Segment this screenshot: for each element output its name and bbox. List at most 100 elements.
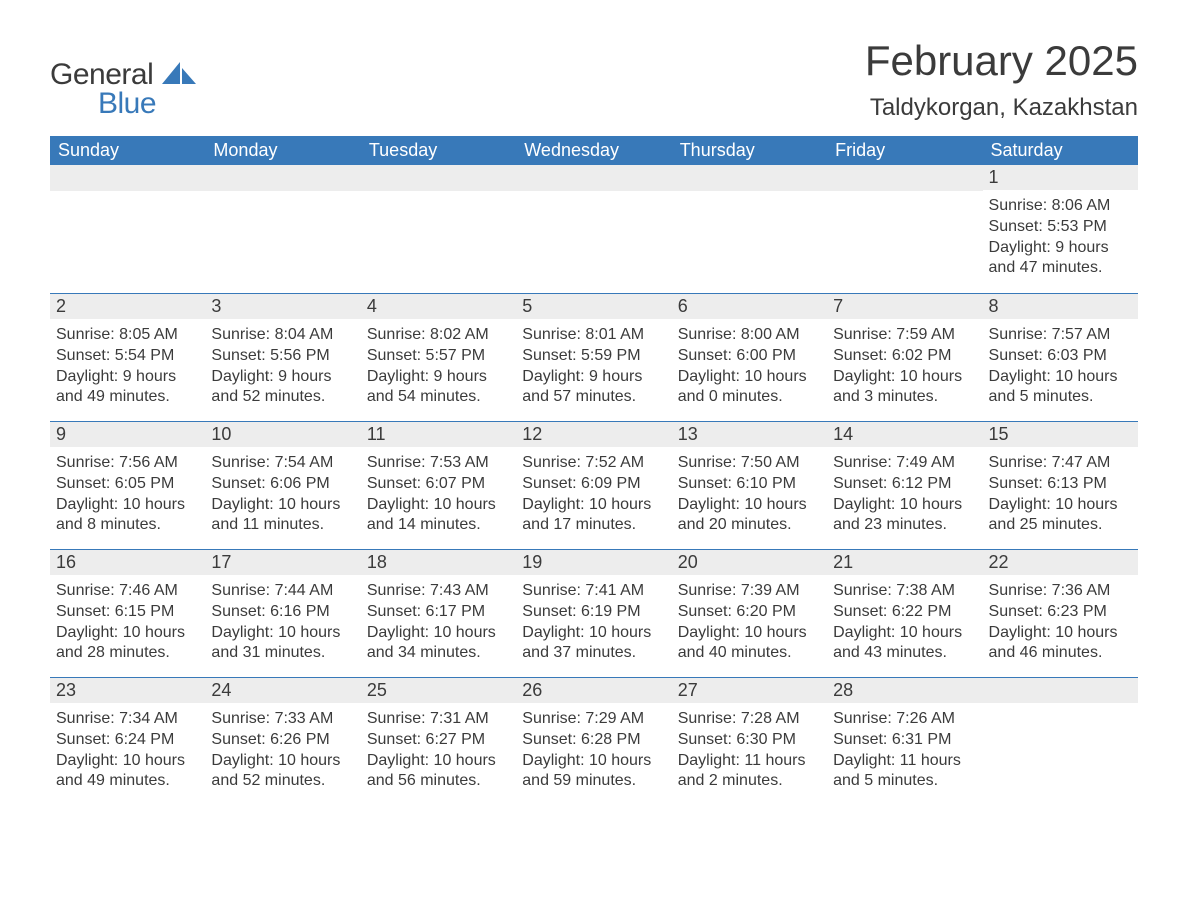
calendar-cell: 21Sunrise: 7:38 AMSunset: 6:22 PMDayligh… [827, 549, 982, 677]
day-number-bar: 18 [361, 549, 516, 575]
daylight-line: Daylight: 10 hours and 5 minutes. [989, 367, 1132, 409]
sunset-line: Sunset: 6:06 PM [211, 474, 354, 495]
sunrise-line: Sunrise: 7:49 AM [833, 453, 976, 474]
daylight-line: Daylight: 10 hours and 3 minutes. [833, 367, 976, 409]
daylight-line: Daylight: 10 hours and 52 minutes. [211, 751, 354, 793]
sunset-line: Sunset: 6:12 PM [833, 474, 976, 495]
daylight-line: Daylight: 10 hours and 34 minutes. [367, 623, 510, 665]
daylight-line: Daylight: 10 hours and 49 minutes. [56, 751, 199, 793]
sunset-line: Sunset: 6:15 PM [56, 602, 199, 623]
weekday-header: Monday [205, 136, 360, 165]
sunset-line: Sunset: 6:17 PM [367, 602, 510, 623]
sunset-line: Sunset: 6:27 PM [367, 730, 510, 751]
day-number-bar [516, 165, 671, 191]
day-details: Sunrise: 7:54 AMSunset: 6:06 PMDaylight:… [205, 447, 360, 540]
day-number-bar: 20 [672, 549, 827, 575]
daylight-line: Daylight: 11 hours and 5 minutes. [833, 751, 976, 793]
day-details: Sunrise: 7:52 AMSunset: 6:09 PMDaylight:… [516, 447, 671, 540]
calendar-week-row: 2Sunrise: 8:05 AMSunset: 5:54 PMDaylight… [50, 293, 1138, 421]
day-details: Sunrise: 7:44 AMSunset: 6:16 PMDaylight:… [205, 575, 360, 668]
day-details: Sunrise: 8:00 AMSunset: 6:00 PMDaylight:… [672, 319, 827, 412]
calendar-cell: 2Sunrise: 8:05 AMSunset: 5:54 PMDaylight… [50, 293, 205, 421]
calendar-cell: 1Sunrise: 8:06 AMSunset: 5:53 PMDaylight… [983, 165, 1138, 293]
calendar-cell [361, 165, 516, 293]
sunrise-line: Sunrise: 7:31 AM [367, 709, 510, 730]
day-details: Sunrise: 7:38 AMSunset: 6:22 PMDaylight:… [827, 575, 982, 668]
sunrise-line: Sunrise: 7:44 AM [211, 581, 354, 602]
day-number-bar: 25 [361, 677, 516, 703]
day-number-bar: 12 [516, 421, 671, 447]
header: General Blue February 2025 Taldykorgan, … [50, 40, 1138, 122]
day-details: Sunrise: 8:01 AMSunset: 5:59 PMDaylight:… [516, 319, 671, 412]
day-details: Sunrise: 7:31 AMSunset: 6:27 PMDaylight:… [361, 703, 516, 796]
sunrise-line: Sunrise: 8:05 AM [56, 325, 199, 346]
sunset-line: Sunset: 6:19 PM [522, 602, 665, 623]
calendar-cell: 14Sunrise: 7:49 AMSunset: 6:12 PMDayligh… [827, 421, 982, 549]
day-number-bar [672, 165, 827, 191]
weekday-header: Saturday [983, 136, 1138, 165]
daylight-line: Daylight: 10 hours and 11 minutes. [211, 495, 354, 537]
sunset-line: Sunset: 6:26 PM [211, 730, 354, 751]
day-details: Sunrise: 7:29 AMSunset: 6:28 PMDaylight:… [516, 703, 671, 796]
sunrise-line: Sunrise: 7:52 AM [522, 453, 665, 474]
calendar-cell [827, 165, 982, 293]
sunrise-line: Sunrise: 8:02 AM [367, 325, 510, 346]
sunrise-line: Sunrise: 7:26 AM [833, 709, 976, 730]
daylight-line: Daylight: 10 hours and 59 minutes. [522, 751, 665, 793]
daylight-line: Daylight: 10 hours and 40 minutes. [678, 623, 821, 665]
day-number-bar: 5 [516, 293, 671, 319]
day-number-bar [205, 165, 360, 191]
sunset-line: Sunset: 6:23 PM [989, 602, 1132, 623]
calendar-cell: 5Sunrise: 8:01 AMSunset: 5:59 PMDaylight… [516, 293, 671, 421]
location: Taldykorgan, Kazakhstan [865, 94, 1138, 122]
calendar-cell: 15Sunrise: 7:47 AMSunset: 6:13 PMDayligh… [983, 421, 1138, 549]
daylight-line: Daylight: 9 hours and 52 minutes. [211, 367, 354, 409]
sunrise-line: Sunrise: 7:36 AM [989, 581, 1132, 602]
calendar-cell: 11Sunrise: 7:53 AMSunset: 6:07 PMDayligh… [361, 421, 516, 549]
daylight-line: Daylight: 9 hours and 54 minutes. [367, 367, 510, 409]
day-details: Sunrise: 7:33 AMSunset: 6:26 PMDaylight:… [205, 703, 360, 796]
sunset-line: Sunset: 6:22 PM [833, 602, 976, 623]
month-title: February 2025 [865, 40, 1138, 82]
day-details: Sunrise: 7:47 AMSunset: 6:13 PMDaylight:… [983, 447, 1138, 540]
sunrise-line: Sunrise: 8:04 AM [211, 325, 354, 346]
calendar-table: SundayMondayTuesdayWednesdayThursdayFrid… [50, 136, 1138, 805]
sunrise-line: Sunrise: 7:39 AM [678, 581, 821, 602]
sunset-line: Sunset: 6:03 PM [989, 346, 1132, 367]
calendar-cell: 6Sunrise: 8:00 AMSunset: 6:00 PMDaylight… [672, 293, 827, 421]
daylight-line: Daylight: 10 hours and 31 minutes. [211, 623, 354, 665]
weekday-header: Friday [827, 136, 982, 165]
sunrise-line: Sunrise: 7:50 AM [678, 453, 821, 474]
sunset-line: Sunset: 5:53 PM [989, 217, 1132, 238]
calendar-cell: 9Sunrise: 7:56 AMSunset: 6:05 PMDaylight… [50, 421, 205, 549]
calendar-cell [983, 677, 1138, 805]
sunset-line: Sunset: 6:10 PM [678, 474, 821, 495]
sunset-line: Sunset: 6:24 PM [56, 730, 199, 751]
daylight-line: Daylight: 10 hours and 8 minutes. [56, 495, 199, 537]
calendar-cell: 26Sunrise: 7:29 AMSunset: 6:28 PMDayligh… [516, 677, 671, 805]
sunset-line: Sunset: 6:20 PM [678, 602, 821, 623]
logo-sail-icon [162, 60, 196, 89]
day-details: Sunrise: 7:28 AMSunset: 6:30 PMDaylight:… [672, 703, 827, 796]
day-number-bar [827, 165, 982, 191]
day-number-bar: 28 [827, 677, 982, 703]
daylight-line: Daylight: 10 hours and 17 minutes. [522, 495, 665, 537]
sunrise-line: Sunrise: 7:38 AM [833, 581, 976, 602]
calendar-cell: 27Sunrise: 7:28 AMSunset: 6:30 PMDayligh… [672, 677, 827, 805]
sunset-line: Sunset: 6:16 PM [211, 602, 354, 623]
sunset-line: Sunset: 6:28 PM [522, 730, 665, 751]
day-number-bar: 11 [361, 421, 516, 447]
sunrise-line: Sunrise: 7:28 AM [678, 709, 821, 730]
day-number-bar: 1 [983, 165, 1138, 190]
daylight-line: Daylight: 11 hours and 2 minutes. [678, 751, 821, 793]
day-number-bar: 21 [827, 549, 982, 575]
logo: General Blue [50, 40, 196, 121]
sunrise-line: Sunrise: 7:33 AM [211, 709, 354, 730]
daylight-line: Daylight: 9 hours and 57 minutes. [522, 367, 665, 409]
sunset-line: Sunset: 6:31 PM [833, 730, 976, 751]
day-number-bar: 6 [672, 293, 827, 319]
day-number-bar: 7 [827, 293, 982, 319]
daylight-line: Daylight: 9 hours and 47 minutes. [989, 238, 1132, 280]
calendar-cell [205, 165, 360, 293]
sunrise-line: Sunrise: 7:29 AM [522, 709, 665, 730]
